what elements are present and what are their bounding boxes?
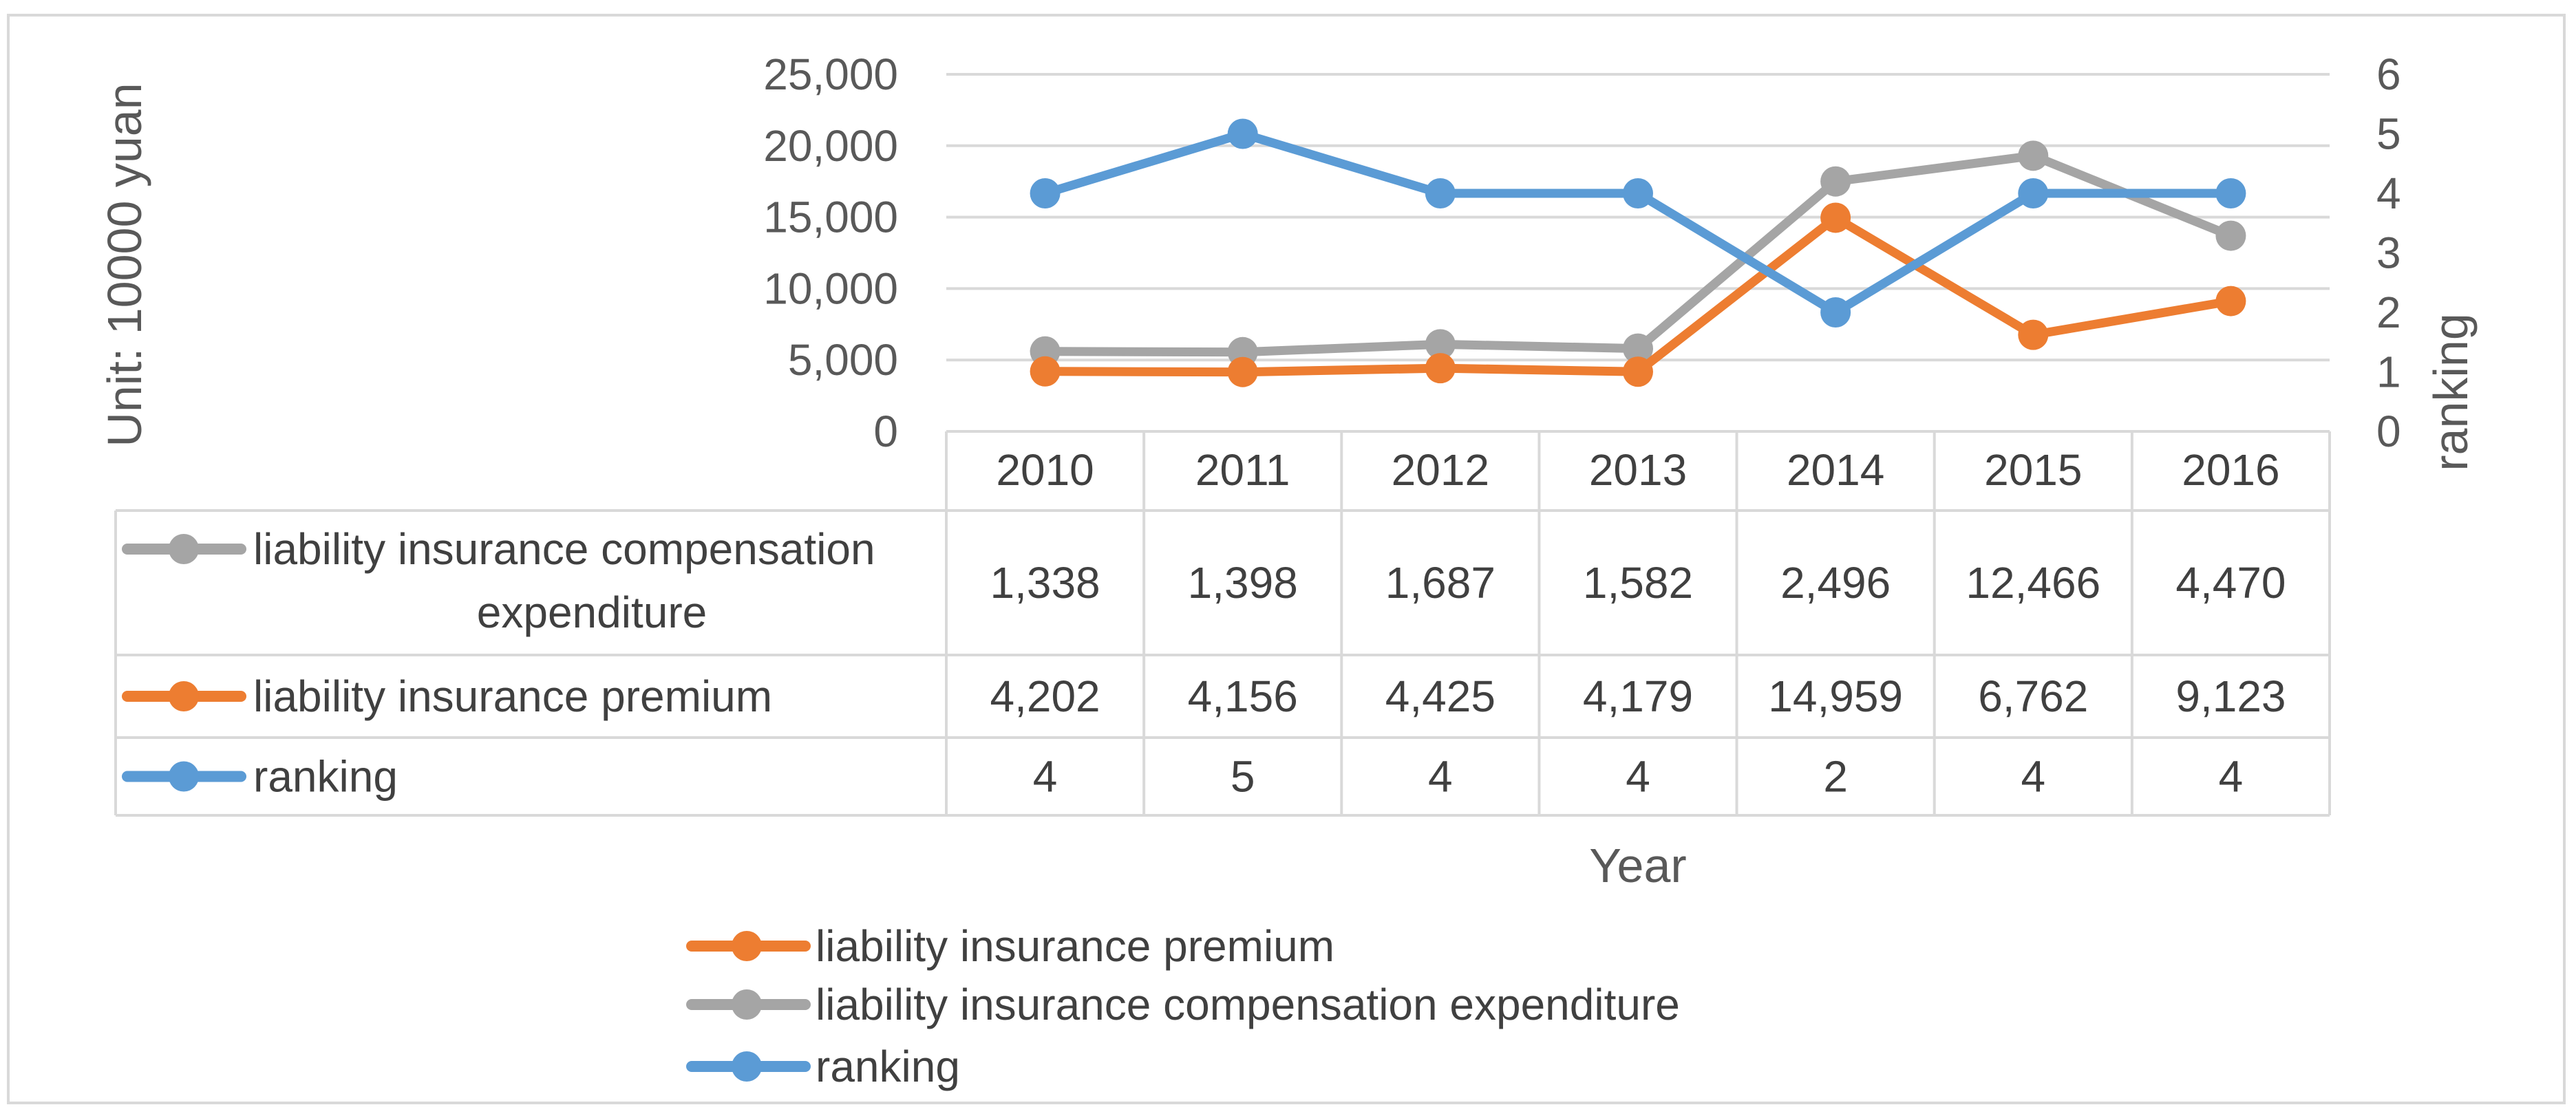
table-cell-value: 9,123	[2175, 672, 2286, 721]
point-compensation	[2018, 140, 2049, 171]
legend-label: liability insurance compensation expendi…	[816, 980, 1680, 1029]
y2-tick-label: 5	[2376, 109, 2401, 159]
y-tick-label: 10,000	[763, 264, 898, 313]
point-compensation	[1820, 166, 1851, 197]
point-ranking	[1623, 178, 1653, 208]
table-cell-value: 14,959	[1768, 672, 1903, 721]
y2-tick-label: 6	[2376, 50, 2401, 99]
legend-key-marker	[732, 989, 762, 1020]
row-label: liability insurance compensation	[253, 524, 875, 574]
table-cell-value: 4	[1626, 752, 1650, 802]
table-cell-value: 1,687	[1385, 558, 1495, 608]
series-lines	[1030, 118, 2246, 387]
row-legend-key-marker	[169, 681, 199, 711]
table-cell-value: 4,202	[990, 672, 1100, 721]
x-axis-title: Year	[1589, 839, 1686, 892]
x-category-label: 2014	[1787, 445, 1884, 495]
table-cell-value: 4,156	[1188, 672, 1298, 721]
point-ranking	[1425, 178, 1456, 208]
axes: 0 5,000 10,000 15,000 20,000 25,000 0 1 2 3 4 5 6 Uni…	[98, 50, 2478, 892]
point-premium	[1425, 353, 1456, 384]
x-category-label: 2013	[1589, 445, 1687, 495]
legend-key-marker	[732, 931, 762, 961]
table-cell-value: 12,466	[1966, 558, 2100, 608]
y-tick-label: 5,000	[788, 335, 898, 385]
point-compensation	[1623, 333, 1653, 364]
table-cell-value: 1,398	[1188, 558, 1298, 608]
y2-tick-label: 4	[2376, 169, 2401, 218]
table-cell-value: 2,496	[1780, 558, 1891, 608]
y2-tick-label: 3	[2376, 228, 2401, 278]
row-label: liability insurance premium	[253, 672, 772, 721]
table-cell-value: 1,338	[990, 558, 1100, 608]
table-cell-value: 4,179	[1583, 672, 1693, 721]
table-cell-value: 4	[1428, 752, 1453, 802]
table-cell-value: 4	[2219, 752, 2244, 802]
row-legend-key-marker	[169, 534, 199, 564]
y-tick-label: 20,000	[763, 121, 898, 171]
legend-label: liability insurance premium	[816, 921, 1334, 971]
y-tick-label: 0	[873, 407, 898, 456]
y2-tick-label: 0	[2376, 407, 2401, 456]
row-legend-key-marker	[169, 761, 199, 792]
y-tick-label: 15,000	[763, 193, 898, 242]
row-label: ranking	[253, 752, 398, 802]
table-cell-value: 5	[1231, 752, 1255, 802]
y-tick-label: 25,000	[763, 50, 898, 99]
x-category-label: 2012	[1392, 445, 1489, 495]
x-category-label: 2016	[2182, 445, 2279, 495]
point-compensation	[2215, 220, 2246, 251]
x-category-label: 2011	[1195, 445, 1290, 495]
table-cell-value: 4,470	[2175, 558, 2286, 608]
point-premium	[2215, 286, 2246, 316]
y2-axis-title: ranking	[2424, 313, 2478, 471]
point-ranking	[1820, 297, 1851, 328]
legend: liability insurance premium liability ins…	[686, 921, 1680, 1091]
legend-key-marker	[732, 1051, 762, 1082]
table-cell-value: 4,425	[1385, 672, 1495, 721]
point-premium	[1820, 202, 1851, 233]
data-table: 2010 2011 2012 2013 2014 2015 2016 liability in…	[114, 430, 2331, 817]
point-premium	[1030, 356, 1061, 387]
point-premium	[1227, 356, 1258, 387]
row-label: expenditure	[477, 588, 707, 637]
point-ranking	[1030, 178, 1061, 208]
point-premium	[2018, 319, 2049, 350]
table-cell-value: 6,762	[1978, 672, 2088, 721]
point-premium	[1623, 356, 1653, 387]
x-category-label: 2015	[1984, 445, 2082, 495]
table-cell-value: 4	[2021, 752, 2045, 802]
legend-label: ranking	[816, 1042, 960, 1091]
y-axis-title: Unit: 10000 yuan	[98, 83, 151, 447]
point-ranking	[1227, 118, 1258, 149]
point-compensation	[1425, 329, 1456, 360]
point-ranking	[2018, 178, 2049, 208]
y2-tick-label: 1	[2376, 347, 2401, 397]
table-cell-value: 1,582	[1583, 558, 1693, 608]
point-ranking	[2215, 178, 2246, 208]
table-cell-value: 4	[1033, 752, 1058, 802]
x-category-label: 2010	[996, 445, 1094, 495]
table-cell-value: 2	[1823, 752, 1848, 802]
y2-tick-label: 2	[2376, 288, 2401, 337]
